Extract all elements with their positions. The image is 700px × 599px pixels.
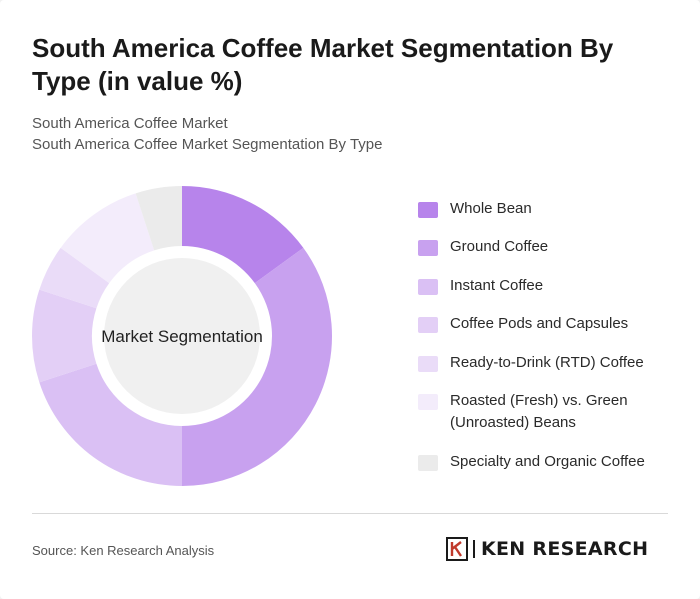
legend-item[interactable]: Instant Coffee <box>418 275 670 297</box>
legend-item[interactable]: Coffee Pods and Capsules <box>418 313 670 335</box>
legend-swatch <box>418 240 438 256</box>
donut-center-label: Market Segmentation <box>101 327 263 346</box>
legend-label: Roasted (Fresh) vs. Green (Unroasted) Be… <box>450 392 628 431</box>
brand-separator <box>473 540 475 558</box>
legend-item[interactable]: Ready-to-Drink (RTD) Coffee <box>418 352 670 374</box>
donut-slice-5[interactable] <box>39 247 110 309</box>
legend-item[interactable]: Ground Coffee <box>418 236 670 258</box>
chart-title: South America Coffee Market Segmentation… <box>32 33 614 96</box>
donut-slice-3[interactable] <box>39 363 182 486</box>
legend-label: Whole Bean <box>450 200 532 217</box>
donut-slice-6[interactable] <box>60 193 155 284</box>
legend-item[interactable]: Roasted (Fresh) vs. Green (Unroasted) Be… <box>418 390 670 434</box>
legend-swatch <box>418 455 438 471</box>
legend-label: Coffee Pods and Capsules <box>450 315 629 332</box>
donut-chart: Market Segmentation <box>32 186 332 486</box>
legend-swatch <box>418 356 438 372</box>
legend-item[interactable]: Specialty and Organic Coffee <box>418 451 670 473</box>
chart-subtitle: South America Coffee Market South Americ… <box>32 113 632 155</box>
donut-slice-4[interactable] <box>32 289 97 383</box>
source-note: Source: Ken Research Analysis <box>32 543 215 558</box>
subtitle-line-2: South America Coffee Market Segmentation… <box>32 136 383 153</box>
donut-slice-1[interactable] <box>182 186 304 284</box>
legend-swatch <box>418 279 438 295</box>
footer-divider <box>32 513 668 514</box>
donut-slice-7[interactable] <box>135 186 182 251</box>
legend-swatch <box>418 317 438 333</box>
legend-label: Specialty and Organic Coffee <box>450 453 645 470</box>
legend-swatch <box>418 202 438 218</box>
legend-label: Ready-to-Drink (RTD) Coffee <box>450 354 644 371</box>
legend-item[interactable]: Whole Bean <box>418 198 670 220</box>
donut-center <box>104 258 260 414</box>
subtitle-line-1: South America Coffee Market <box>32 115 228 132</box>
ken-research-logo-icon <box>446 537 468 561</box>
donut-slice-2[interactable] <box>182 247 332 486</box>
brand-name: KEN RESEARCH <box>481 538 649 560</box>
legend-swatch <box>418 394 438 410</box>
legend-label: Instant Coffee <box>450 277 544 294</box>
legend-label: Ground Coffee <box>450 238 549 255</box>
brand-logo: KEN RESEARCH <box>446 537 648 561</box>
